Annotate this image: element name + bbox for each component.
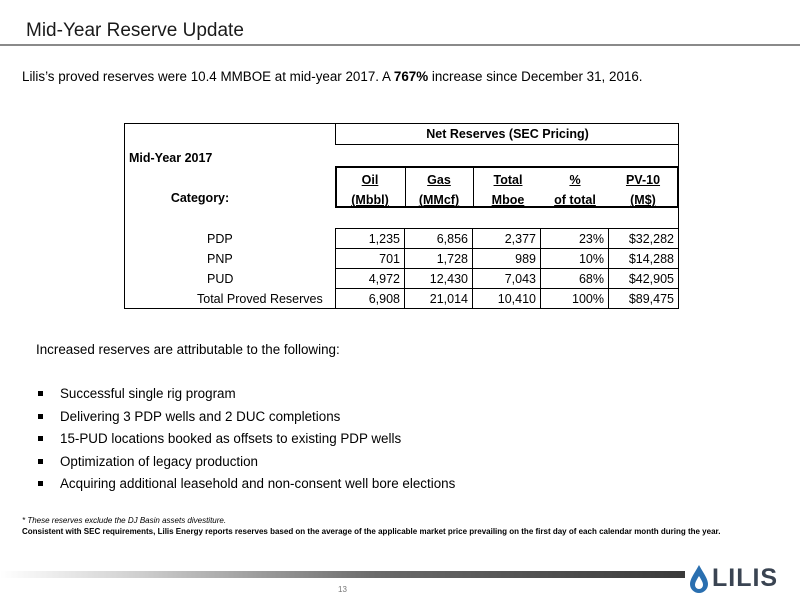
col-pv10-header: PV-10 (M$) (625, 173, 661, 207)
bullet-square-icon (38, 391, 43, 396)
table-cell: 989 (515, 252, 536, 266)
bullet-square-icon (38, 458, 43, 464)
table-category-label: Category: (170, 191, 230, 205)
table-period-label: Mid-Year 2017 (129, 151, 213, 165)
slide-title: Mid-Year Reserve Update (26, 20, 244, 41)
table-cell: 23% (578, 232, 604, 246)
footnote-sec: Consistent with SEC requirements, Lilis … (22, 527, 721, 536)
bullet-square-icon (38, 481, 43, 486)
title-divider (0, 44, 800, 46)
table-cell: 2,377 (504, 232, 536, 246)
table-cell: $32,282 (628, 232, 674, 246)
table-cell: $89,475 (628, 292, 674, 306)
table-cell: $42,905 (628, 272, 674, 286)
table-cell: 4,972 (368, 272, 400, 286)
list-item: Optimization of legacy production (36, 453, 455, 476)
logo-wordmark: LILIS (712, 564, 779, 592)
col-gas-header: Gas (MMcf) (418, 173, 460, 207)
list-item: Successful single rig program (36, 385, 455, 408)
drop-icon (690, 565, 708, 593)
row-label-total: Total Proved Reserves (197, 292, 323, 306)
col-total-header: Total Mboe (491, 173, 525, 207)
footer-bar (0, 571, 685, 578)
table-cell: 12,430 (429, 272, 468, 286)
table-cell: 6,908 (368, 292, 400, 306)
page-number: 13 (338, 585, 347, 594)
table-column-headers: Oil (Mbbl) Gas (MMcf) Total Mboe % of total … (335, 166, 679, 208)
table-cell: $14,288 (628, 252, 674, 266)
table-cell: 1,235 (368, 232, 400, 246)
table-group-header: Net Reserves (SEC Pricing) (335, 124, 679, 145)
col-percent-header: % of total (554, 173, 596, 207)
table-cell: 701 (379, 252, 400, 266)
reasons-list: Successful single rig program Delivering… (36, 385, 455, 498)
table-cell: 1,728 (436, 252, 468, 266)
intro-prefix: Lilis’s proved reserves were 10.4 MMBOE … (22, 69, 394, 84)
row-label-pud: PUD (207, 272, 234, 286)
list-item: 15-PUD locations booked as offsets to ex… (36, 430, 455, 453)
table-data-grid: 1,235 6,856 2,377 23% $32,282 701 1,728 … (335, 228, 679, 309)
table-cell: 10,410 (497, 292, 536, 306)
reasons-lead: Increased reserves are attributable to t… (36, 342, 340, 357)
table-cell: 7,043 (504, 272, 536, 286)
company-logo: LILIS (688, 560, 798, 596)
list-item: Acquiring additional leasehold and non-c… (36, 475, 455, 498)
col-oil-header: Oil (Mbbl) (351, 173, 389, 207)
intro-highlight: 767% (393, 69, 429, 84)
intro-sentence: Lilis’s proved reserves were 10.4 MMBOE … (22, 69, 643, 84)
table-cell: 100% (572, 292, 604, 306)
table-cell: 21,014 (429, 292, 468, 306)
table-cell: 10% (578, 252, 604, 266)
table-cell: 6,856 (436, 232, 468, 246)
table-cell: 68% (578, 272, 604, 286)
row-label-pdp: PDP (207, 232, 233, 246)
intro-suffix: increase since December 31, 2016. (428, 69, 643, 84)
list-item: Delivering 3 PDP wells and 2 DUC complet… (36, 408, 455, 431)
row-label-pnp: PNP (207, 252, 233, 266)
bullet-square-icon (38, 436, 43, 441)
reserves-table: Net Reserves (SEC Pricing) Mid-Year 2017… (124, 123, 679, 309)
footnote-divestiture: * These reserves exclude the DJ Basin as… (22, 516, 227, 525)
bullet-square-icon (38, 413, 43, 419)
